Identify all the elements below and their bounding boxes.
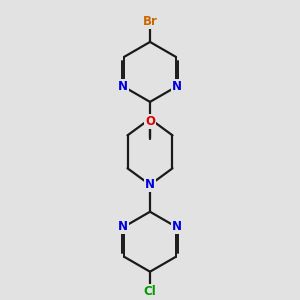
Text: O: O [145, 116, 155, 128]
Text: Br: Br [142, 16, 158, 28]
Text: N: N [118, 220, 128, 233]
Text: N: N [172, 80, 182, 93]
Text: N: N [118, 80, 128, 93]
Text: N: N [172, 220, 182, 233]
Text: N: N [145, 178, 155, 191]
Text: Cl: Cl [144, 285, 156, 298]
